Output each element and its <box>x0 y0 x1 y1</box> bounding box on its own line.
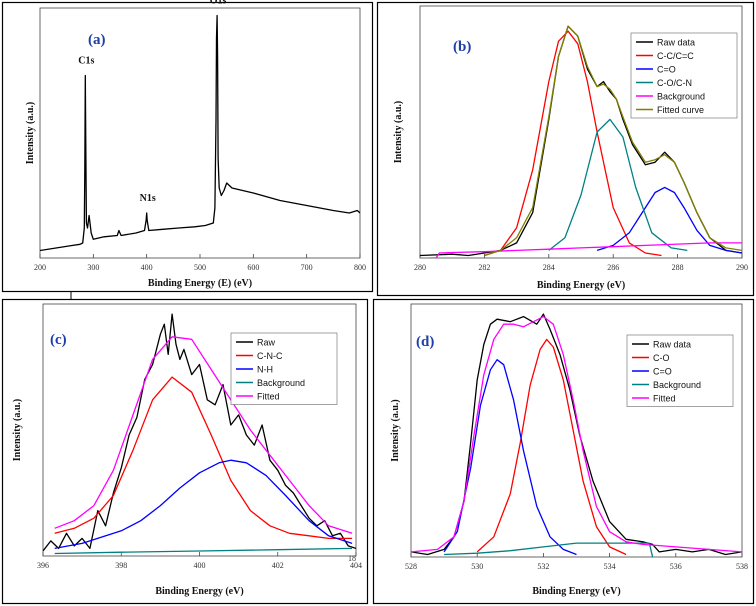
x-tick-label: 398 <box>115 561 127 570</box>
x-tick-label: 800 <box>354 263 366 272</box>
x-axis-label: Binding Energy (eV) <box>532 586 620 597</box>
series-fitted <box>411 315 742 553</box>
panel-frame <box>376 1 755 297</box>
panel-label: (d) <box>416 334 434 350</box>
series-background <box>444 542 654 557</box>
x-tick-label: 400 <box>141 263 153 272</box>
y-axis-label: Intensity (a.u.) <box>393 101 404 164</box>
x-tick-label: 500 <box>194 263 206 272</box>
x-tick-label: 282 <box>478 263 490 272</box>
legend-entry: N-H <box>257 365 273 375</box>
peak-label-o1s: O1s <box>210 0 227 7</box>
legend-entry: Background <box>657 92 705 102</box>
panel-a: 200 300 400 500 600 700 800 Binding Energy (E) … <box>1 0 374 293</box>
series-c-o <box>476 338 627 556</box>
series-c-o-c-n <box>548 118 688 252</box>
plot-area <box>410 303 743 558</box>
y-axis-label: Intensity (a.u.) <box>390 399 401 462</box>
panel-label: (c) <box>50 332 67 348</box>
x-tick-label: 538 <box>736 562 748 571</box>
plot-area <box>419 5 743 259</box>
series-background <box>429 242 742 258</box>
x-tick-label: 600 <box>247 263 259 272</box>
legend-entry: C-O/C-N <box>657 78 692 88</box>
x-axis-label: Binding Energy (E) (eV) <box>148 278 252 289</box>
legend-entry: C-N-C <box>257 351 283 361</box>
panel-label: (a) <box>88 32 106 48</box>
legend-entry: Fitted <box>257 392 280 402</box>
peak-label-c1s: C1s <box>78 56 94 67</box>
panel-d: 528 530 532 534 536 538 Binding Energy (eV) Int… <box>372 298 755 605</box>
legend-entry: Fitted <box>653 394 676 404</box>
legend-entry: Raw data <box>653 340 691 350</box>
panel-label: (b) <box>453 39 471 55</box>
x-tick-label: 404 <box>350 561 362 570</box>
x-tick-label: 400 <box>194 561 206 570</box>
legend-entry: Raw <box>257 338 276 348</box>
y-axis-label: Intensity (a.u.) <box>12 399 23 462</box>
x-tick-label: 300 <box>87 263 99 272</box>
series-c-c-c-c <box>484 30 662 257</box>
panel-frame <box>1 298 369 605</box>
series-fitted <box>54 336 353 534</box>
legend-entry: C-C/C=C <box>657 51 694 61</box>
legend-entry: C=O <box>653 367 672 377</box>
x-tick-label: 396 <box>37 561 49 570</box>
x-tick-label: 534 <box>604 562 616 571</box>
x-tick-label: 700 <box>301 263 313 272</box>
x-axis-label: Binding Energy (eV) <box>537 280 625 291</box>
series-n-h <box>54 459 353 550</box>
peak-label-n1s: N1s <box>140 193 156 204</box>
x-tick-label: 284 <box>543 263 555 272</box>
series-c-o <box>596 186 742 254</box>
panel-frame <box>1 1 374 293</box>
x-tick-label: 528 <box>405 562 417 571</box>
x-tick-label: 200 <box>34 263 46 272</box>
legend-box <box>630 32 738 119</box>
x-tick-label: 402 <box>272 561 284 570</box>
panel-frame <box>372 298 755 605</box>
legend-entry: Fitted curve <box>657 105 704 115</box>
series-raw-data <box>411 313 742 556</box>
x-axis-label: Binding Energy (eV) <box>155 586 243 597</box>
y-axis-label: Intensity (a.u.) <box>25 102 36 165</box>
series-fitted-curve <box>484 25 742 257</box>
x-tick-label: 530 <box>471 562 483 571</box>
x-tick-label: 532 <box>537 562 549 571</box>
legend-entry: C-O <box>653 353 670 363</box>
panel-b: 280 282 284 286 288 290 Binding Energy (eV) Int… <box>376 1 755 297</box>
series-survey <box>40 14 360 252</box>
series-c-n-c <box>54 376 353 540</box>
legend-entry: Background <box>257 378 305 388</box>
x-tick-label: 290 <box>736 263 748 272</box>
legend-entry: C=O <box>657 65 676 75</box>
legend-entry: Raw data <box>657 38 695 48</box>
x-tick-label: 288 <box>672 263 684 272</box>
x-tick-label: 536 <box>670 562 682 571</box>
panel-c: 396 398 400 402 404 Binding Energy (eV) Intens… <box>1 298 369 605</box>
x-tick-label: 280 <box>414 263 426 272</box>
legend-entry: Background <box>653 380 701 390</box>
series-background <box>54 547 353 555</box>
series-c-o <box>443 359 577 556</box>
edge-mark: 18 <box>348 554 356 563</box>
x-tick-label: 286 <box>607 263 619 272</box>
